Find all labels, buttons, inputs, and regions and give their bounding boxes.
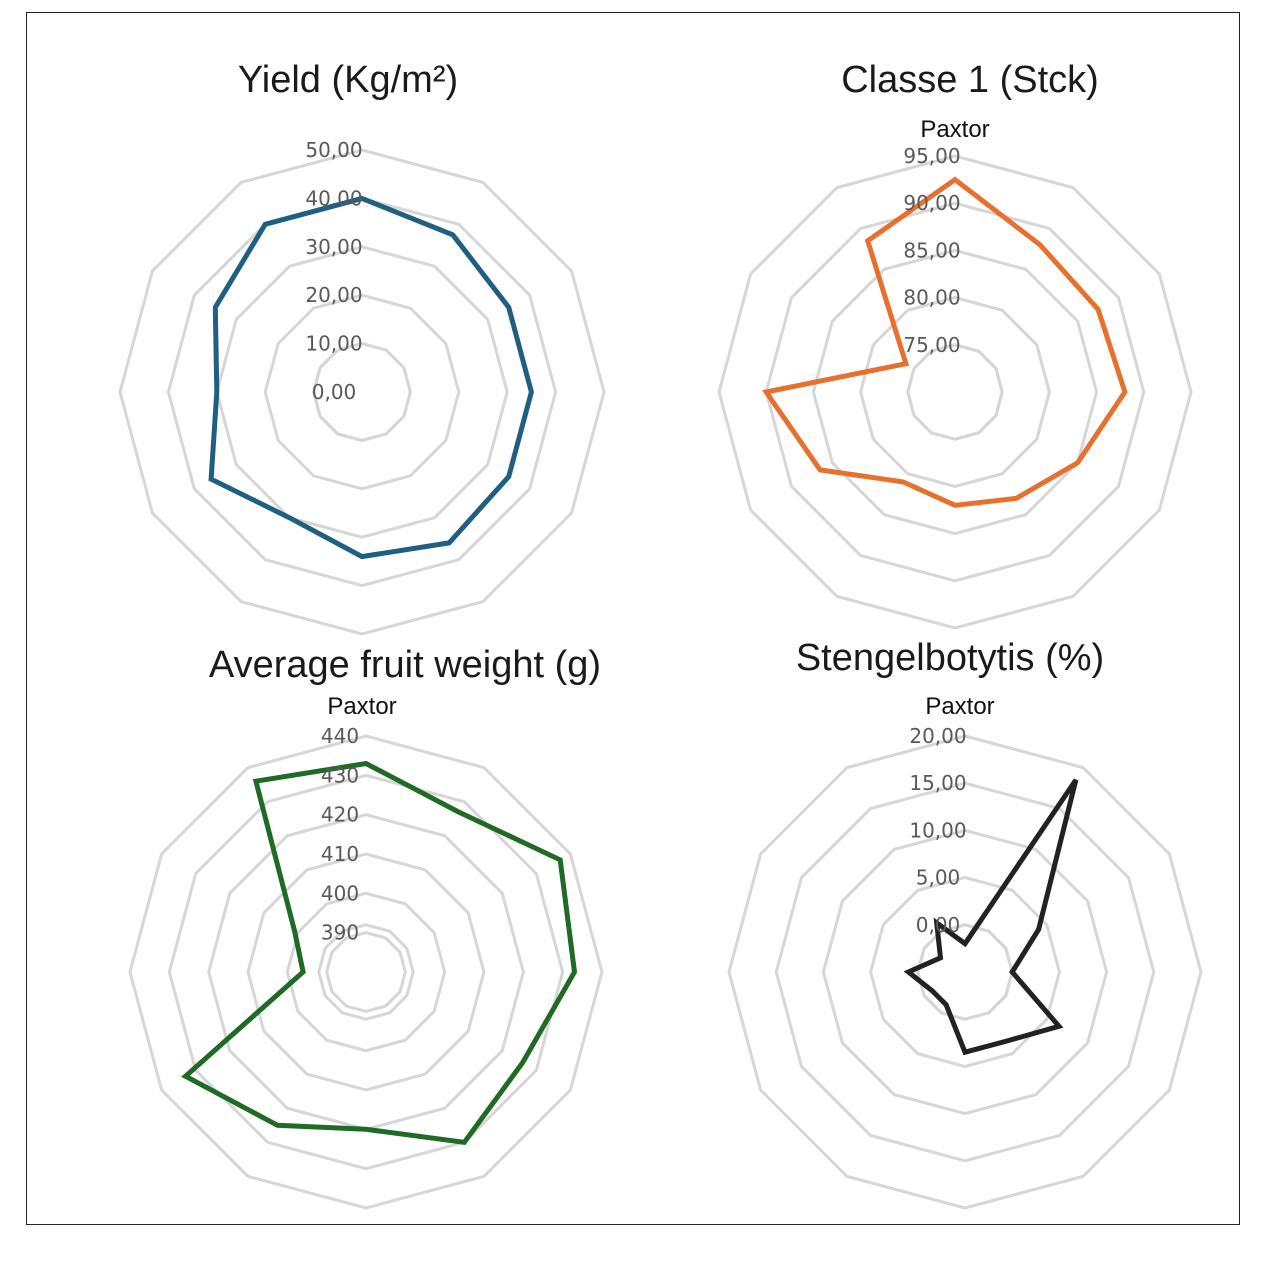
grid-ring	[166, 196, 558, 588]
chart-title: Yield (Kg/m²)	[238, 59, 458, 101]
data-series-line	[761, 176, 1128, 508]
grid-ring	[717, 154, 1193, 630]
tick-label: 90,00	[903, 191, 960, 215]
figure-frame	[26, 12, 1240, 1225]
grid-ring	[821, 828, 1109, 1116]
radar-chart-classe1: Classe 1 (Stck) Paxtor 75,00 80,00 85,00 90…	[717, 59, 1193, 630]
tick-label: 85,00	[903, 238, 960, 262]
data-series-line	[208, 195, 534, 560]
tick-label: 440	[321, 724, 359, 748]
tick-label: 30,00	[305, 235, 362, 259]
grid-ring	[811, 248, 1099, 536]
radar-chart-fruit-weight: Average fruit weight (g) Paxtor 390 400 41…	[128, 644, 604, 1210]
tick-label: 430	[321, 763, 359, 787]
grid-ring	[859, 296, 1051, 488]
tick-label: 400	[321, 881, 359, 905]
chart-subtitle: Paxtor	[925, 693, 994, 720]
grid-ring	[727, 734, 1203, 1210]
grid-ring	[325, 931, 407, 1013]
radar-chart-stengelbotytis: Stengelbotytis (%) Paxtor 0,00 5,00 10,00 1…	[727, 637, 1203, 1210]
tick-label: 20,00	[305, 283, 362, 307]
chart-subtitle: Paxtor	[327, 693, 396, 720]
grid-ring	[916, 923, 1014, 1021]
data-series-line	[181, 760, 578, 1145]
grid-ring	[869, 876, 1061, 1068]
grid-ring	[774, 781, 1156, 1163]
tick-label: 50,00	[305, 138, 362, 162]
tick-label: 75,00	[903, 333, 960, 357]
grid-ring	[764, 201, 1146, 583]
data-series-line	[903, 778, 1079, 1056]
tick-label: 0,00	[312, 380, 357, 404]
chart-title: Classe 1 (Stck)	[841, 59, 1099, 101]
tick-label: 95,00	[903, 144, 960, 168]
grid-ring	[317, 923, 415, 1021]
grid-ring	[263, 293, 461, 491]
tick-label: 420	[321, 803, 359, 827]
tick-label: 390	[321, 921, 359, 945]
tick-label: 10,00	[909, 818, 966, 842]
grid-ring	[167, 773, 565, 1171]
tick-label: 15,00	[909, 771, 966, 795]
chart-title: Average fruit weight (g)	[209, 644, 601, 686]
grid-ring	[128, 734, 604, 1210]
tick-label: 20,00	[909, 724, 966, 748]
tick-label: 410	[321, 842, 359, 866]
tick-label: 40,00	[305, 186, 362, 210]
grid-ring	[285, 891, 447, 1053]
grid-ring	[246, 852, 486, 1092]
chart-title: Stengelbotytis (%)	[796, 637, 1104, 679]
tick-label: 10,00	[305, 332, 362, 356]
grid-ring	[118, 148, 606, 636]
grid-ring	[906, 343, 1004, 441]
chart-subtitle: Paxtor	[920, 116, 989, 143]
tick-label: 5,00	[916, 866, 961, 890]
grid-ring	[207, 813, 525, 1131]
grid-ring	[312, 342, 412, 442]
tick-label: 0,00	[916, 913, 961, 937]
tick-label: 80,00	[903, 286, 960, 310]
grid-ring	[215, 245, 509, 539]
radar-chart-yield: Yield (Kg/m²) 0,00 10,00 20,00 30,00 40,00 50…	[118, 59, 606, 636]
